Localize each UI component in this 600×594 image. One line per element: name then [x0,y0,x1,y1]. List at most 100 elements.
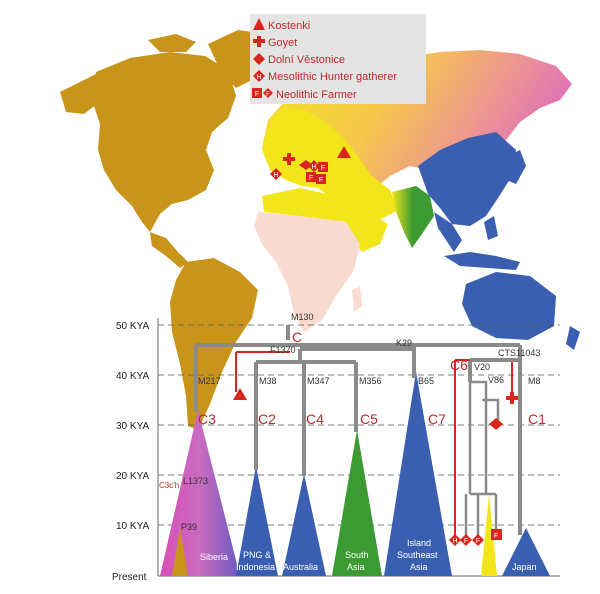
region-japan: Japan [512,562,537,572]
goyet-tree-marker [506,392,518,404]
triangle-neolithic-yellow [481,494,497,576]
tree-grey-thin [464,380,500,540]
region-isea-1: Island [407,538,431,548]
region-labels: Siberia PNG & Indonesia Australia South … [200,538,537,572]
world-map [60,30,580,430]
triangle-c7-isea [384,372,452,576]
legend: Kostenki Goyet Dolní Věstonice H Mesolit… [250,14,426,104]
map-sample-symbols: H H F F F [270,146,351,184]
label-p39: P39 [181,522,197,532]
kostenki-tree-marker [233,388,247,400]
arctic-islands [148,34,196,52]
farmer-map-marker-1: F [318,162,328,172]
tree-grey [194,325,522,535]
label-m356: M356 [359,376,382,386]
legend-item-dolni-vestonice: Dolní Věstonice [253,53,345,66]
svg-text:Kostenki: Kostenki [268,20,310,32]
clade-c3: C3 [198,411,216,427]
farmer-map-marker-3: F [316,174,326,184]
svg-text:F: F [255,91,259,98]
farmer-map-marker-2: F [306,172,316,182]
label-m217: M217 [198,376,221,386]
tick-30kya: 30 KYA [116,421,149,432]
region-png-1: PNG & [243,550,271,560]
label-f1370: F1370 [270,345,296,355]
svg-text:Neolithic Farmer: Neolithic Farmer [276,89,357,101]
clade-c6: C6 [450,357,468,373]
region-south-asia-2: Asia [347,562,365,572]
farmer-diamond-icon [263,88,273,98]
label-m38: M38 [259,376,277,386]
svg-text:H: H [452,538,457,545]
region-isea-2: Southeast [397,550,438,560]
tick-10kya: 10 KYA [116,521,149,532]
alaska [60,74,102,114]
triangle-icon [253,18,265,30]
triangle-c3-p39 [172,528,188,576]
hunter-map-marker-2: H [308,160,320,172]
svg-text:H: H [273,172,278,179]
label-b65: B65 [418,376,434,386]
label-m130: M130 [291,312,314,322]
triangle-c2-png [236,466,278,576]
tick-40kya: 40 KYA [116,371,149,382]
europe-near-east [262,108,398,222]
svg-text:Goyet: Goyet [268,37,297,49]
south-asia [392,186,434,248]
clade-c2: C2 [258,411,276,427]
svg-text:F: F [494,533,498,540]
japan-island [506,150,526,184]
kostenki-map-marker [337,146,351,158]
legend-box [250,14,426,104]
triangle-c5-south-asia [332,430,382,576]
region-south-asia-1: South [345,550,369,560]
madagascar [352,286,362,312]
africa-north [262,188,350,222]
africa [254,212,360,332]
clade-labels: C C3 C2 C4 C5 C7 C6 C1 [198,329,546,427]
tick-present: Present [112,572,147,583]
svg-text:F: F [321,165,325,172]
label-v86: V86 [488,375,504,385]
label-c3ch: C3c'h [159,481,179,490]
farmer-square-icon [252,88,262,98]
hunter-diamond-icon [253,70,265,82]
british-isles [272,114,284,136]
clade-c7: C7 [428,411,446,427]
farmer-tree-marker-3: F [491,529,502,540]
clade-c5: C5 [360,411,378,427]
legend-item-neolithic: F F Neolithic Farmer [252,88,357,101]
australia [462,272,556,340]
label-m347: M347 [307,376,330,386]
tick-20kya: 20 KYA [116,471,149,482]
region-australia: Australia [283,562,318,572]
svg-text:F: F [476,538,480,545]
hunter-map-marker-1: H [270,168,282,180]
goyet-map-marker [283,153,295,165]
indonesia [444,252,520,270]
label-l1373: L1373 [183,476,208,486]
legend-item-kostenki: Kostenki [253,18,310,32]
dolni-tree-marker [489,418,503,430]
clade-c4: C4 [306,411,324,427]
svg-text:F: F [319,177,323,184]
central-america [150,232,188,268]
tick-50kya: 50 KYA [116,321,149,332]
triangle-c4-australia [282,474,326,576]
region-siberia: Siberia [200,552,228,562]
new-zealand [566,326,580,350]
svg-text:Dolní Věstonice: Dolní Věstonice [268,54,345,66]
label-k29: K29 [396,338,412,348]
legend-item-goyet: Goyet [253,36,297,49]
diamond-icon [253,53,265,65]
label-m8: M8 [528,376,541,386]
hunter-tree-marker: H [449,534,461,546]
label-v20: V20 [474,362,490,372]
clade-triangles [160,372,550,576]
triangle-c1-japan [502,528,550,576]
svg-text:F: F [309,175,313,182]
label-cts11043: CTS11043 [498,348,540,358]
svg-text:Mesolithic Hunter gatherer: Mesolithic Hunter gatherer [268,71,397,83]
svg-text:H: H [256,74,261,81]
